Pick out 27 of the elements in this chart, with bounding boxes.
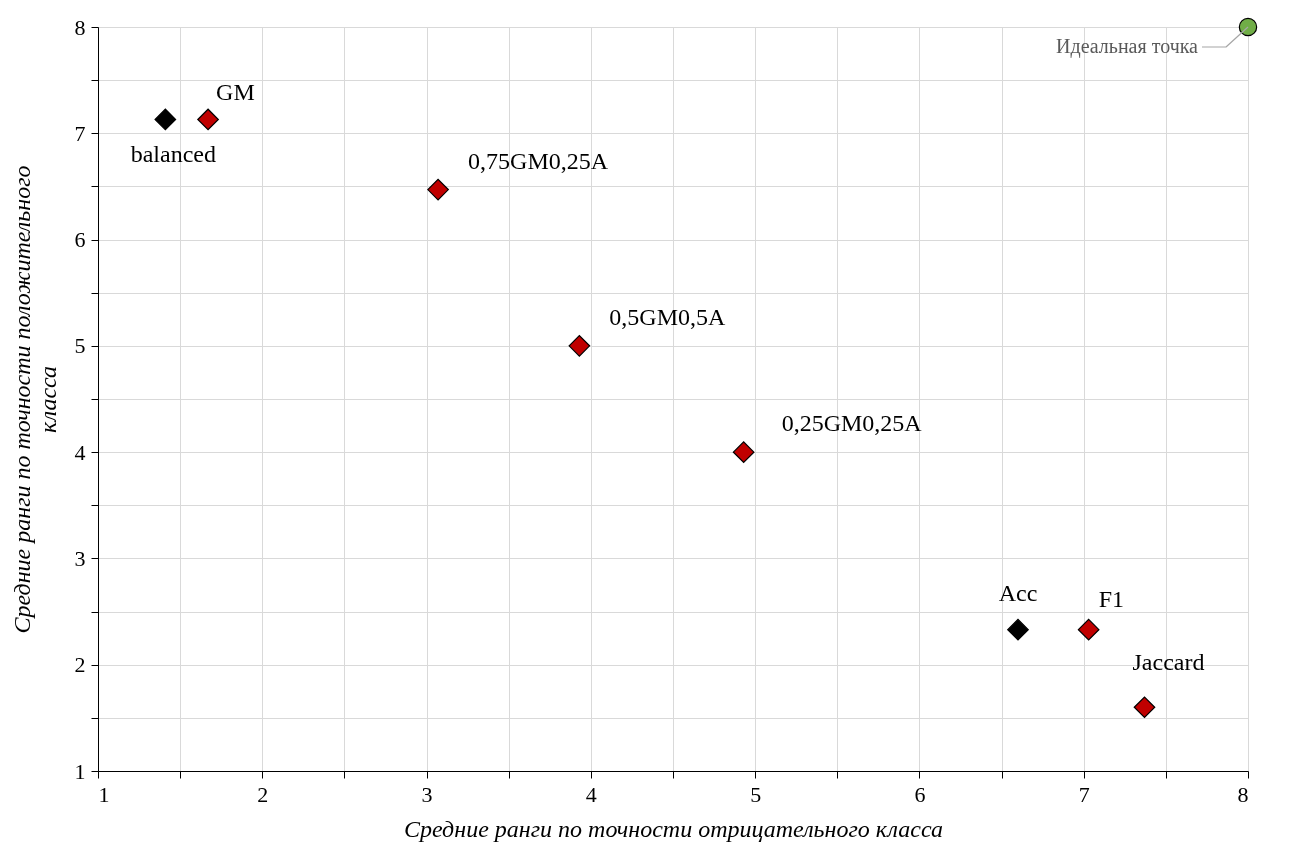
annotation: Acc: [998, 579, 1038, 606]
y-tick-label: 3: [74, 545, 86, 571]
x-tick-label: 4: [585, 781, 597, 807]
y-tick-label: 6: [74, 227, 86, 253]
annotation: 0,25GM0,25A: [781, 410, 923, 437]
y-tick-label: 8: [74, 14, 86, 40]
x-axis-title: Средние ранги по точности отрицательного класса: [404, 815, 943, 842]
annotation: F1: [1098, 585, 1124, 612]
x-tick-label: 1: [98, 781, 110, 807]
y-axis-title: Средние ранги по точности положительного класса: [8, 165, 61, 634]
y-tick-label: 2: [74, 652, 86, 678]
x-tick-label: 7: [1078, 781, 1090, 807]
annotation: balanced: [130, 141, 216, 168]
x-tick-label: 2: [257, 781, 269, 807]
annotation: Идеальная точка: [1056, 35, 1199, 58]
x-tick-label: 3: [421, 781, 433, 807]
annotation: Jaccard: [1132, 649, 1205, 676]
x-tick-label: 5: [750, 781, 762, 807]
y-tick-label: 7: [74, 120, 86, 146]
x-tick-label: 8: [1237, 781, 1249, 807]
x-tick-label: 6: [914, 781, 926, 807]
annotation: 0,75GM0,25A: [468, 147, 609, 174]
y-tick-label: 5: [74, 333, 86, 359]
y-tick-label: 4: [74, 439, 86, 465]
annotation: 0,5GM0,5A: [609, 303, 727, 330]
y-tick-label: 1: [74, 758, 86, 784]
annotation: GM: [216, 79, 255, 106]
